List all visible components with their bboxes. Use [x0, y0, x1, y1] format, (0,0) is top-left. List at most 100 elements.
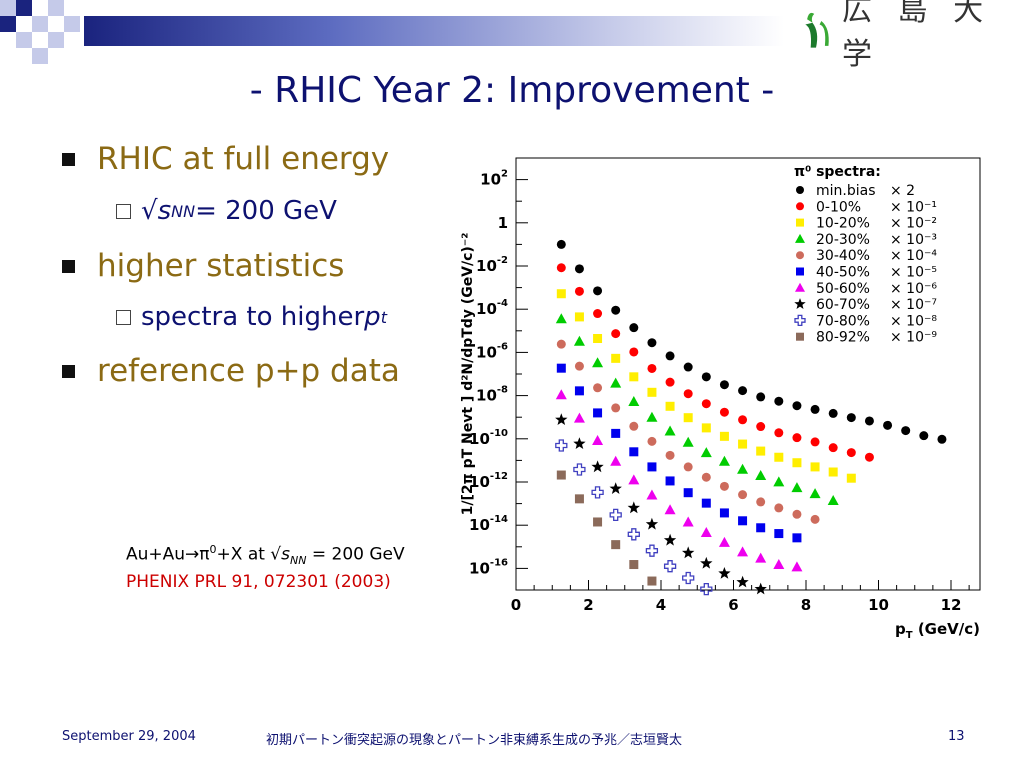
- reaction-caption: Au+Au→π0+X at √sNN = 200 GeV: [126, 543, 405, 567]
- data-point: [646, 411, 658, 422]
- data-point: [556, 263, 566, 273]
- sub-bullet-subscript: NN: [171, 201, 196, 221]
- sub-bullet-box-icon: [116, 203, 131, 219]
- data-point: [574, 286, 584, 296]
- data-point: [610, 455, 622, 466]
- data-point: [774, 503, 784, 513]
- data-point: [846, 413, 856, 423]
- bullet-square-icon: [62, 259, 75, 273]
- data-point: [628, 396, 640, 407]
- bullet-text: higher statistics: [97, 248, 345, 284]
- data-point: [556, 239, 566, 249]
- legend-entry: 70-80%: [816, 313, 870, 329]
- data-point: [683, 362, 693, 372]
- data-point: [794, 298, 806, 309]
- legend-scale: × 10⁻²: [890, 216, 937, 232]
- data-point: [828, 467, 838, 477]
- data-point: [592, 435, 604, 446]
- bullet-item: RHIC at full energy: [62, 141, 389, 177]
- caption-part: +X at √: [216, 544, 282, 565]
- sub-bullet-item: √ s NN = 200 GeV: [116, 196, 337, 226]
- data-point: [593, 517, 603, 527]
- data-point: [663, 560, 677, 573]
- data-point: [628, 474, 640, 485]
- data-point: [611, 403, 621, 413]
- data-point: [756, 497, 766, 507]
- page-number: 13: [948, 729, 965, 744]
- data-point: [627, 528, 640, 541]
- caption-var: s: [281, 544, 291, 565]
- data-point: [647, 462, 657, 472]
- y-axis-label: 1/[2π pT Nevt ] d²N/dpTdy (GeV/c)⁻²: [460, 233, 476, 516]
- slide-title: - RHIC Year 2: Improvement -: [249, 70, 775, 111]
- data-point: [574, 494, 584, 504]
- data-point: [796, 186, 804, 194]
- data-point: [738, 490, 748, 500]
- data-point: [611, 540, 621, 550]
- data-point: [774, 396, 784, 406]
- caption-part: = 200 GeV: [306, 544, 405, 565]
- logo-mark-icon: [805, 12, 829, 48]
- y-tick-label: 10-12: [469, 471, 508, 491]
- data-point: [718, 455, 730, 466]
- data-point: [810, 514, 820, 524]
- data-point: [611, 428, 621, 438]
- data-point: [827, 494, 839, 505]
- legend-entry: min.bias: [816, 183, 876, 199]
- footer-title: 初期パートン衝突起源の現象とパートン非束縛系生成の予兆／志垣賢太: [266, 733, 683, 748]
- data-point: [864, 452, 874, 462]
- data-point: [593, 309, 603, 319]
- title-gradient-bar: [84, 16, 784, 46]
- data-point: [809, 488, 821, 499]
- data-point: [645, 544, 659, 557]
- data-point: [773, 559, 785, 570]
- data-point: [611, 305, 621, 315]
- data-point: [647, 363, 657, 373]
- data-point: [629, 323, 639, 333]
- data-point: [883, 420, 893, 430]
- caption-sup: 0: [209, 543, 217, 556]
- x-tick-label: 12: [941, 596, 962, 614]
- data-point: [629, 421, 639, 431]
- data-point: [792, 401, 802, 411]
- data-point: [555, 313, 567, 324]
- data-point: [846, 473, 856, 483]
- x-tick-label: 8: [801, 596, 811, 614]
- legend-scale: × 2: [890, 183, 915, 199]
- reference-caption: PHENIX PRL 91, 072301 (2003): [126, 572, 391, 592]
- data-point: [792, 433, 802, 443]
- bullet-item: reference p+p data: [62, 353, 400, 389]
- data-point: [665, 476, 675, 486]
- data-point: [556, 470, 566, 480]
- data-point: [719, 407, 729, 417]
- data-point: [738, 386, 748, 396]
- data-point: [700, 582, 713, 596]
- x-axis-label: pT (GeV/c): [895, 620, 980, 641]
- data-point: [794, 314, 806, 327]
- data-point: [609, 508, 622, 522]
- sub-bullet-rest: = 200 GeV: [195, 196, 337, 226]
- legend-entry: 50-60%: [816, 281, 870, 297]
- data-point: [629, 347, 639, 357]
- data-point: [664, 504, 676, 515]
- data-point: [682, 436, 694, 447]
- data-point: [700, 447, 712, 458]
- data-point: [593, 334, 603, 344]
- data-point: [756, 446, 766, 456]
- data-point: [646, 489, 658, 500]
- legend-scale: × 10⁻⁸: [890, 313, 937, 329]
- bullet-text: reference p+p data: [97, 353, 400, 389]
- data-point: [937, 434, 947, 444]
- data-point: [665, 377, 675, 387]
- caption-part: Au+Au→π: [126, 544, 210, 565]
- data-point: [611, 329, 621, 339]
- data-point: [792, 458, 802, 468]
- data-point: [792, 533, 802, 543]
- data-point: [664, 425, 676, 436]
- data-point: [627, 501, 640, 514]
- data-point: [593, 408, 603, 418]
- legend-entry: 0-10%: [816, 199, 861, 215]
- data-point: [555, 389, 567, 400]
- data-point: [609, 482, 622, 494]
